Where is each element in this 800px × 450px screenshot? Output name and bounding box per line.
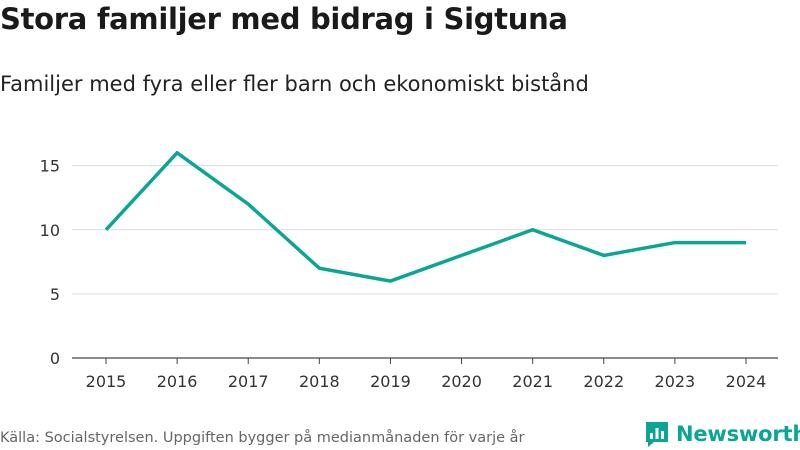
brand-name: Newsworthy: [676, 422, 800, 446]
x-tick-label: 2016: [157, 372, 198, 391]
brand-logo: Newsworthy: [644, 420, 800, 448]
newsworthy-logo-icon: [646, 422, 668, 447]
x-tick-label: 2019: [370, 372, 411, 391]
y-tick-label: 10: [40, 221, 60, 240]
x-tick-label: 2023: [655, 372, 696, 391]
x-tick-label: 2020: [441, 372, 482, 391]
y-tick-label: 15: [40, 157, 60, 176]
x-tick-label: 2022: [583, 372, 624, 391]
series-line-0: [104, 150, 746, 283]
y-tick-label: 5: [50, 285, 60, 304]
x-tick-label: 2017: [228, 372, 269, 391]
x-tick-label: 2015: [86, 372, 127, 391]
chart-title: Stora familjer med bidrag i Sigtuna: [0, 2, 568, 36]
x-tick-label: 2018: [299, 372, 340, 391]
x-tick-label: 2021: [512, 372, 553, 391]
y-tick-label: 0: [50, 349, 60, 368]
x-tick-label: 2024: [726, 372, 767, 391]
source-note: Källa: Socialstyrelsen. Uppgiften bygger…: [0, 430, 525, 446]
chart-subtitle: Familjer med fyra eller fler barn och ek…: [0, 72, 589, 96]
line-chart: 0 5 10 15 2015 2016 2017 2018 2019 2020 2021 2022 2…: [40, 150, 778, 391]
